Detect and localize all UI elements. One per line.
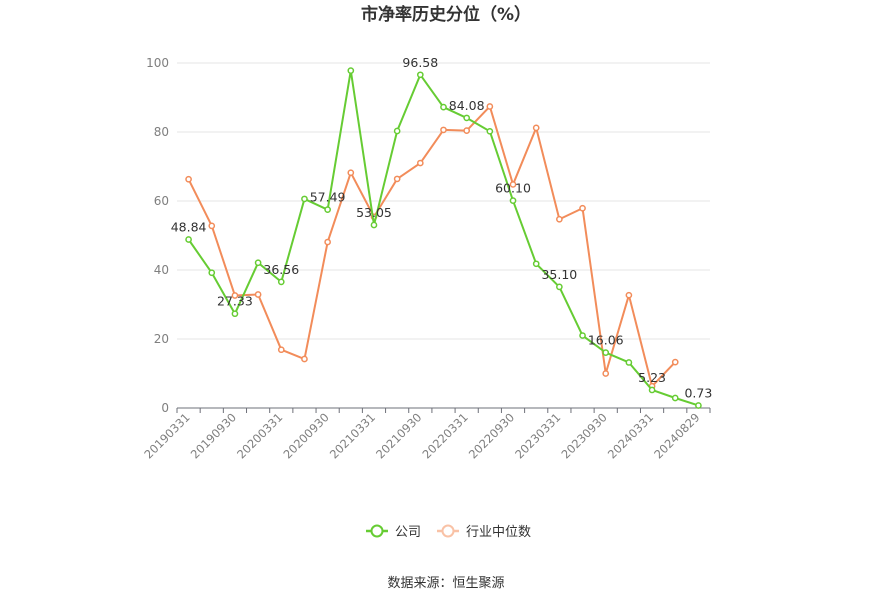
data-point (532, 124, 540, 132)
x-tick-label: 20210331 (327, 410, 378, 461)
data-point (509, 181, 517, 188)
data-point (625, 291, 633, 299)
data-point (509, 197, 517, 205)
legend-company-marker (370, 524, 384, 538)
data-point (277, 346, 285, 354)
data-point (671, 394, 679, 402)
series-line (187, 69, 699, 407)
data-point (695, 402, 702, 409)
data-point (231, 310, 239, 318)
data-point (648, 386, 656, 394)
data-point (463, 127, 471, 134)
data-label: 36.56 (263, 262, 299, 277)
data-point (602, 349, 610, 356)
data-point (671, 358, 679, 366)
data-point (301, 355, 308, 363)
data-label: 57.49 (310, 190, 346, 205)
y-tick-label: 0 (161, 401, 169, 415)
series-company (185, 67, 702, 409)
data-point (556, 283, 563, 291)
data-point (208, 269, 216, 277)
x-tick-label: 20200331 (234, 410, 285, 461)
series-group (185, 67, 702, 409)
data-point (486, 103, 494, 110)
y-tick-label: 100 (146, 56, 169, 70)
legend[interactable]: 公司 行业中位数 (366, 524, 531, 540)
data-label: 60.10 (495, 181, 531, 196)
x-tick-label: 20190930 (188, 410, 239, 461)
y-tick-label: 20 (154, 332, 169, 346)
data-point (416, 71, 424, 79)
data-label: 27.33 (217, 294, 253, 309)
data-point (185, 175, 192, 183)
x-tick-label: 20240829 (651, 410, 702, 461)
data-point (463, 114, 471, 122)
data-point (602, 370, 610, 377)
x-tick-label: 20220331 (419, 410, 470, 461)
data-point (532, 260, 540, 268)
data-labels: 48.84 27.33 36.56 57.49 53.05 96.58 84.08 60.10… (171, 55, 713, 401)
data-point (324, 206, 331, 214)
data-source: 数据来源：恒生聚源 (387, 576, 504, 591)
data-point (393, 127, 401, 135)
y-tick-label: 80 (154, 125, 169, 139)
data-point (231, 292, 239, 299)
legend-company-label: 公司 (395, 525, 421, 540)
x-tick-label: 20230930 (559, 410, 610, 461)
data-point (556, 215, 563, 223)
data-label: 96.58 (402, 55, 438, 70)
legend-industry-marker (441, 524, 455, 538)
chart-title: 市净率历史分位（%） (361, 4, 531, 25)
data-label: 35.10 (541, 267, 577, 282)
data-label: 48.84 (171, 220, 207, 235)
series-line (187, 105, 676, 388)
data-point (486, 127, 494, 135)
x-axis: 2019033120190930202003312020093020210331… (141, 407, 711, 462)
x-tick-label: 20200930 (280, 410, 331, 461)
x-tick-label: 20230331 (512, 410, 563, 461)
data-point (254, 259, 262, 267)
data-point (301, 195, 308, 203)
x-tick-label: 20220930 (466, 410, 517, 461)
data-point (579, 204, 586, 212)
x-tick-label: 20190331 (141, 410, 192, 461)
x-tick-label: 20240331 (605, 410, 656, 461)
y-axis: 0 20 40 60 80 100 (146, 56, 169, 415)
data-label: 0.73 (684, 385, 712, 400)
data-point (579, 332, 586, 339)
y-tick-label: 60 (154, 194, 169, 208)
data-point (277, 278, 285, 286)
data-label: 84.08 (449, 98, 485, 113)
data-label: 16.06 (588, 333, 624, 348)
data-point (625, 359, 633, 366)
data-point (185, 236, 192, 243)
x-tick-label: 20210930 (373, 410, 424, 461)
data-point (254, 291, 262, 298)
data-point (440, 103, 447, 111)
y-tick-label: 40 (154, 263, 169, 277)
legend-item-company[interactable]: 公司 (366, 524, 421, 540)
legend-industry-label: 行业中位数 (466, 525, 531, 540)
data-point (324, 238, 331, 246)
data-point (440, 126, 447, 134)
data-point (393, 175, 401, 183)
legend-item-industry-median[interactable]: 行业中位数 (437, 524, 531, 540)
series-industry-median (185, 103, 679, 390)
data-point (370, 221, 378, 229)
data-point (208, 222, 216, 230)
data-label: 53.05 (356, 205, 392, 220)
data-point (347, 169, 355, 177)
data-point (347, 67, 355, 74)
data-point (416, 159, 424, 167)
data-label: 5.23 (638, 370, 666, 385)
